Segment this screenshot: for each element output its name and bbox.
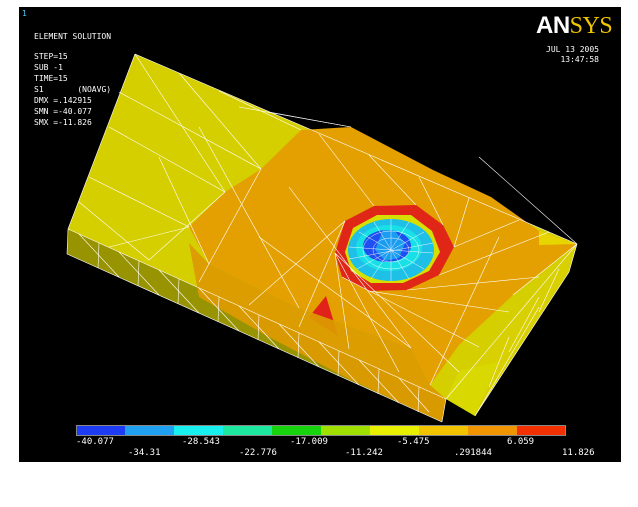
- legend-label-top-3: -5.475: [397, 437, 430, 447]
- legend-label-bottom-1: -22.776: [239, 448, 277, 458]
- legend-label-top-4: 6.059: [507, 437, 535, 447]
- legend-swatch-1: [125, 425, 175, 436]
- legend-swatch-8: [468, 425, 518, 436]
- legend-swatch-0: [76, 425, 126, 436]
- legend-swatch-9: [517, 425, 566, 436]
- legend-label-bottom-4: 11.826: [562, 448, 595, 458]
- legend-label-bottom-3: .291844: [454, 448, 492, 458]
- header-line-sub: SUB -1: [34, 63, 63, 72]
- legend-label-top-0: -40.077: [76, 437, 114, 447]
- legend-swatch-2: [174, 425, 224, 436]
- contour-legend: -40.077 -28.543 -17.009 -5.475 6.059 -34…: [76, 425, 595, 462]
- window-number: 1: [22, 9, 27, 18]
- legend-label-top-2: -17.009: [290, 437, 328, 447]
- header-line-s1: S1 (NOAVG): [34, 85, 112, 94]
- legend-swatch-7: [419, 425, 469, 436]
- ansys-logo: ANSYS: [536, 12, 613, 39]
- header-line-dmx: DMX =.142915: [34, 96, 92, 105]
- legend-label-bottom-2: -11.242: [345, 448, 383, 458]
- legend-label-top-1: -28.543: [182, 437, 220, 447]
- fea-model[interactable]: [19, 7, 621, 462]
- legend-swatch-3: [223, 425, 273, 436]
- legend-swatch-4: [272, 425, 322, 436]
- legend-border: [76, 425, 566, 436]
- date-text: JUL 13 2005: [546, 45, 599, 54]
- legend-label-bottom-0: -34.31: [128, 448, 161, 458]
- header-title: ELEMENT SOLUTION: [34, 32, 112, 41]
- time-text: 13:47:58: [560, 55, 599, 64]
- date-time: JUL 13 2005 13:47:58: [546, 45, 599, 65]
- header-line-step: STEP=15: [34, 52, 68, 61]
- graphics-viewport[interactable]: 1 ELEMENT SOLUTION STEP=15 SUB -1 TIME=1…: [19, 7, 621, 462]
- header-line-time: TIME=15: [34, 74, 68, 83]
- header-line-smn: SMN =-40.077: [34, 107, 92, 116]
- legend-color-bar: [76, 425, 566, 436]
- header-line-smx: SMX =-11.826: [34, 118, 92, 127]
- legend-swatch-6: [370, 425, 420, 436]
- plate-top-face: [66, 53, 578, 423]
- legend-swatch-5: [321, 425, 371, 436]
